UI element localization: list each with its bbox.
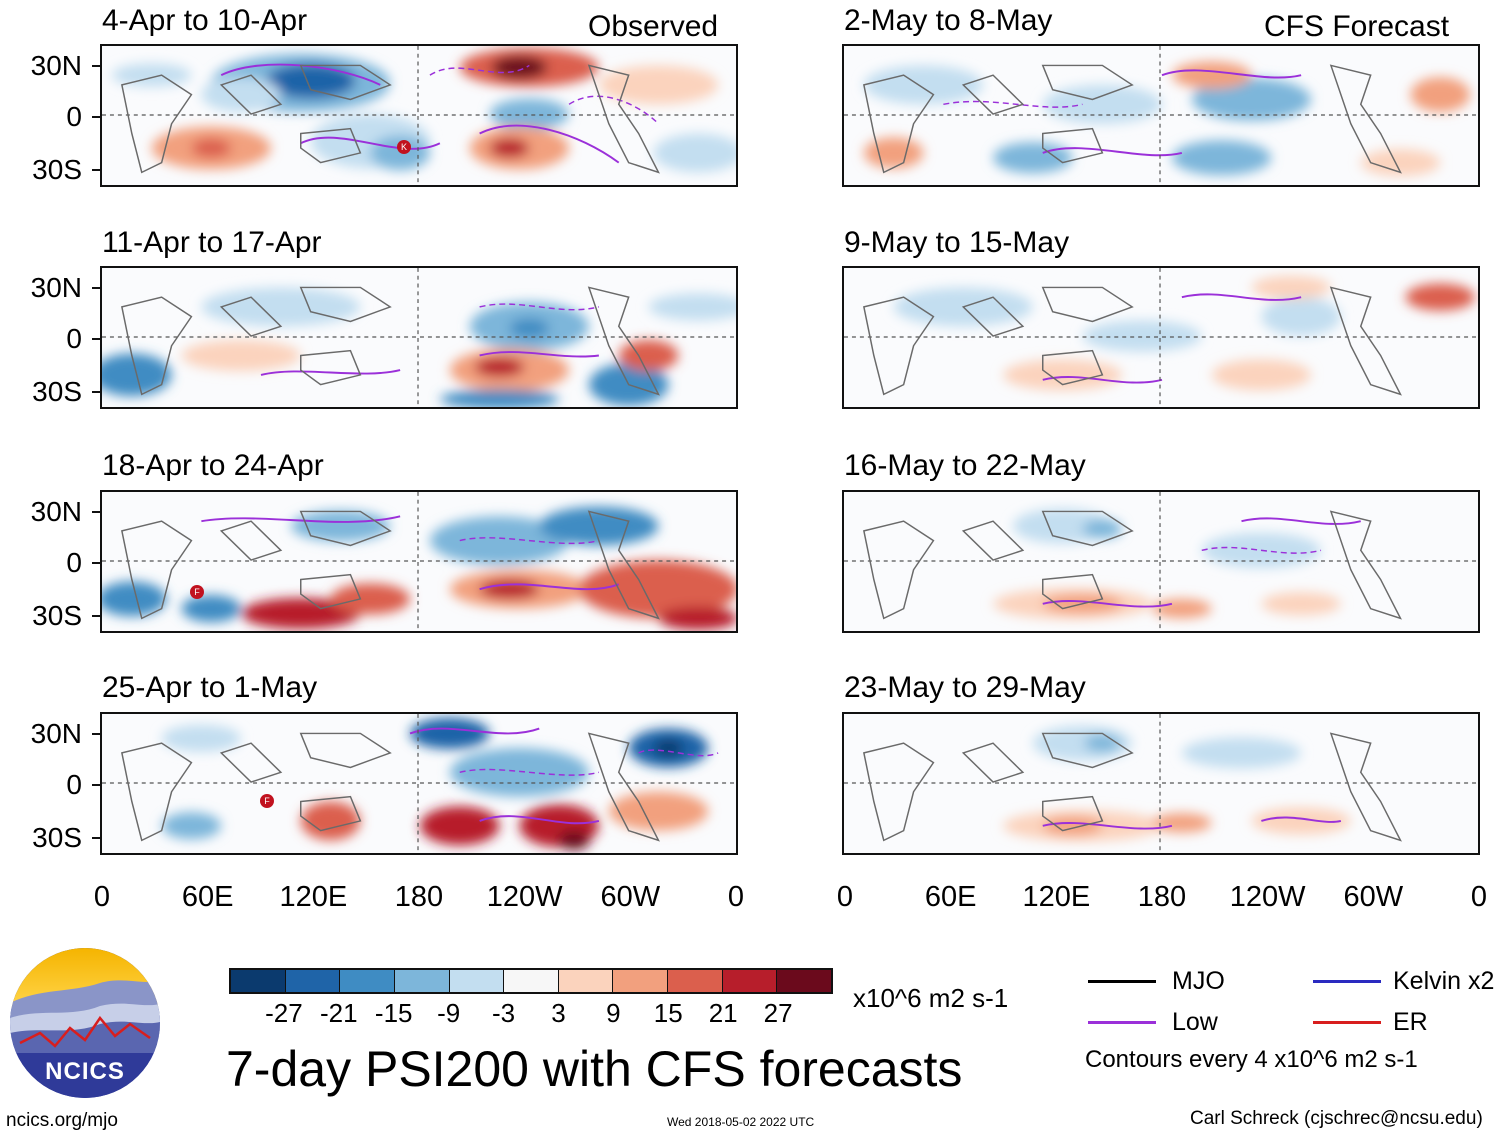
colorbar-swatch (448, 970, 504, 992)
lat-tick (92, 615, 100, 617)
er-legend-label: ER (1393, 1008, 1428, 1036)
lon-label: 120E (279, 881, 348, 913)
kelvin-legend-label: Kelvin x2 (1393, 967, 1495, 995)
lat-tick (92, 169, 100, 171)
colorbar-swatch (612, 970, 668, 992)
lon-label: 120W (1229, 881, 1306, 913)
main-title: 7-day PSI200 with CFS forecasts (226, 1041, 963, 1097)
lat-label: 30N (30, 496, 82, 527)
colorbar-tick-label: 21 (708, 998, 738, 1028)
lat-tick (92, 784, 100, 786)
map-panel-obs-1: K (100, 44, 738, 187)
colorbar-swatch (667, 970, 722, 992)
kelvin-legend-line (1313, 980, 1381, 983)
colorbar-tick-label: -3 (491, 998, 516, 1028)
colorbar-swatch (557, 970, 613, 992)
map-panel-obs-4: F (100, 712, 738, 855)
lat-tick (92, 338, 100, 340)
map-panel-obs-2 (100, 266, 738, 409)
lat-label: 30S (32, 376, 82, 407)
lat-label: 30N (30, 718, 82, 749)
colorbar-units: x10^6 m2 s-1 (853, 983, 1009, 1013)
lat-label: 0 (66, 547, 82, 578)
colorbar-tick-label: 27 (763, 998, 793, 1028)
colorbar (229, 968, 833, 994)
lon-label: 60W (1343, 881, 1404, 913)
colorbar-tick-label: 9 (606, 998, 621, 1028)
lon-label: 180 (1137, 881, 1187, 913)
lon-label: 60E (924, 881, 977, 913)
lat-tick (92, 391, 100, 393)
colorbar-swatch (231, 970, 285, 992)
map-panel-fc-3 (842, 490, 1480, 633)
colorbar-swatch (776, 970, 832, 992)
lat-label: 0 (66, 101, 82, 132)
panel-title-obs-2: 11-Apr to 17-Apr (102, 226, 322, 259)
panel-title-fc-1: 2-May to 8-May (844, 4, 1053, 37)
lon-label: 0 (727, 881, 745, 913)
colorbar-swatch (339, 970, 394, 992)
low-legend-label: Low (1172, 1008, 1218, 1036)
panel-title-fc-2: 9-May to 15-May (844, 226, 1070, 259)
lat-label: 30S (32, 154, 82, 185)
panel-title-obs-3: 18-Apr to 24-Apr (102, 449, 324, 482)
er-legend-line (1313, 1021, 1381, 1024)
map-panel-obs-3: F (100, 490, 738, 633)
panel-title-obs-4: 25-Apr to 1-May (102, 671, 318, 704)
colorbar-swatch (284, 970, 340, 992)
lat-tick (92, 116, 100, 118)
lat-label: 30N (30, 272, 82, 303)
map-panel-fc-1 (842, 44, 1480, 187)
cyclone-marker-f: F (260, 794, 274, 808)
lon-label: 120W (486, 881, 563, 913)
lon-label: 60W (600, 881, 661, 913)
lat-label: 0 (66, 769, 82, 800)
cyclone-marker-k: K (397, 140, 411, 154)
lat-label: 30S (32, 822, 82, 853)
lat-label: 0 (66, 323, 82, 354)
ncics-logo: NCICS (10, 948, 160, 1098)
panel-title-fc-4: 23-May to 29-May (844, 671, 1086, 704)
low-legend-line (1088, 1021, 1156, 1024)
lat-label: 30S (32, 600, 82, 631)
colorbar-tick-label: -21 (320, 998, 358, 1028)
lon-label: 60E (181, 881, 234, 913)
logo-text: NCICS (45, 1058, 125, 1085)
contour-note: Contours every 4 x10^6 m2 s-1 (1085, 1046, 1418, 1073)
lat-tick (92, 733, 100, 735)
lat-tick (92, 837, 100, 839)
colorbar-swatch (393, 970, 449, 992)
lat-tick (92, 287, 100, 289)
observed-header: Observed (588, 10, 719, 43)
panel-title-fc-3: 16-May to 22-May (844, 449, 1086, 482)
lat-tick (92, 65, 100, 67)
footer-credit: Carl Schreck (cjschrec@ncsu.edu) (1190, 1108, 1483, 1129)
colorbar-swatch (503, 970, 558, 992)
lat-tick (92, 511, 100, 513)
colorbar-tick-label: 15 (653, 998, 683, 1028)
colorbar-swatch (721, 970, 777, 992)
map-panel-fc-2 (842, 266, 1480, 409)
footer-url[interactable]: ncics.org/mjo (6, 1110, 118, 1131)
lon-label: 180 (394, 881, 444, 913)
forecast-header: CFS Forecast (1264, 10, 1450, 43)
colorbar-ticks: -27 -21 -15 -9 -3 3 9 15 21 27 (229, 998, 833, 1028)
colorbar-tick-label: -15 (374, 998, 413, 1028)
lon-label: 0 (1470, 881, 1488, 913)
colorbar-tick-label: 3 (551, 998, 566, 1028)
lat-tick (92, 562, 100, 564)
colorbar-tick-label: -9 (437, 998, 461, 1028)
colorbar-tick-label: -27 (265, 998, 303, 1028)
cyclone-marker-f: F (190, 585, 204, 599)
mjo-legend-line (1088, 980, 1156, 983)
map-panel-fc-4 (842, 712, 1480, 855)
lat-label: 30N (30, 50, 82, 81)
footer-timestamp: Wed 2018-05-02 2022 UTC (667, 1115, 815, 1129)
lon-label: 0 (836, 881, 854, 913)
lon-label: 120E (1022, 881, 1091, 913)
mjo-legend-label: MJO (1172, 967, 1225, 995)
panel-title-obs-1: 4-Apr to 10-Apr (102, 4, 308, 37)
lon-label: 0 (93, 881, 111, 913)
